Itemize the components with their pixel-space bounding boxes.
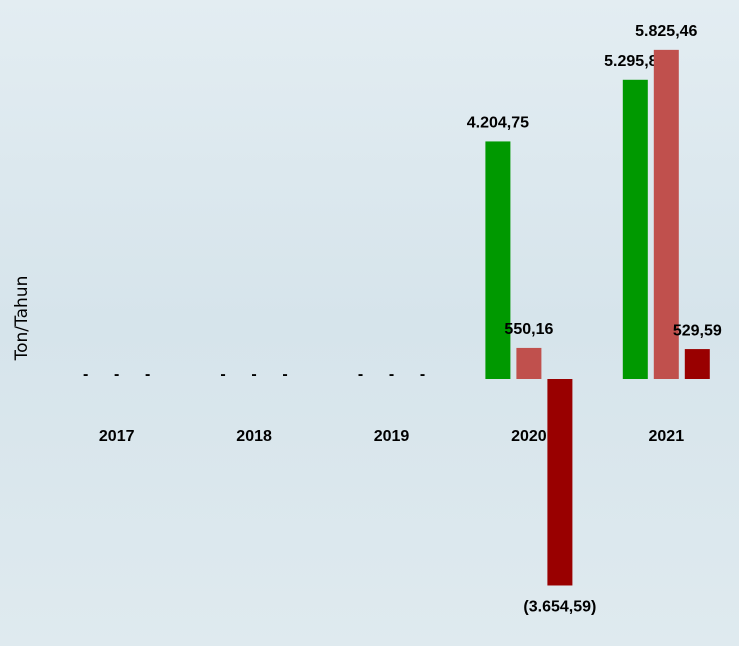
data-label: - — [145, 366, 150, 383]
data-label: (3.654,59) — [523, 599, 596, 616]
bar — [622, 79, 648, 380]
x-tick-label: 2018 — [236, 428, 272, 445]
data-label: - — [282, 366, 287, 383]
data-label: - — [83, 366, 88, 383]
data-label: - — [114, 366, 119, 383]
data-label: - — [389, 366, 394, 383]
data-label: - — [220, 366, 225, 383]
data-label: - — [358, 366, 363, 383]
data-label: 529,59 — [673, 322, 722, 339]
data-label: 4.204,75 — [467, 115, 529, 132]
x-tick-label: 2020 — [511, 428, 547, 445]
bar — [684, 349, 710, 379]
x-tick-label: 2019 — [374, 428, 410, 445]
bar — [547, 379, 573, 586]
bar — [516, 347, 542, 379]
y-axis-label: Ton/Tahun — [12, 276, 32, 362]
data-label: 5.295,88 — [604, 53, 666, 70]
x-tick-label: 2021 — [649, 428, 685, 445]
data-label: 5.825,46 — [635, 23, 697, 40]
x-tick-label: 2017 — [99, 428, 135, 445]
data-label: - — [420, 366, 425, 383]
data-label: 550,16 — [504, 321, 553, 338]
bar — [485, 141, 511, 379]
bar — [653, 49, 679, 379]
data-label: - — [251, 366, 256, 383]
